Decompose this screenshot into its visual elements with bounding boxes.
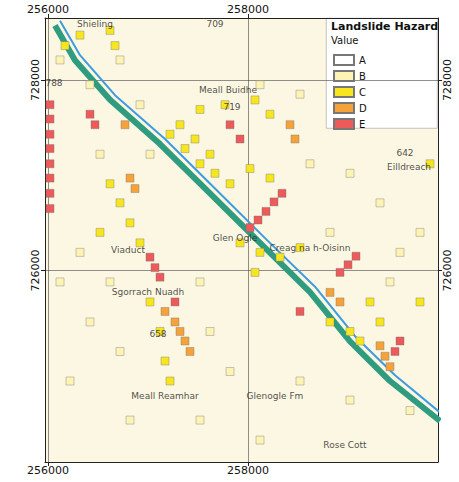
svg-text:Shieling: Shieling (77, 19, 113, 29)
svg-text:256000: 256000 (27, 3, 69, 16)
svg-text:E: E (359, 119, 365, 130)
svg-text:258000: 258000 (227, 464, 269, 477)
svg-text:Glen Ogle: Glen Ogle (213, 233, 258, 243)
svg-text:728000: 728000 (29, 59, 42, 101)
svg-text:788: 788 (45, 78, 62, 88)
svg-text:Value: Value (331, 35, 358, 46)
svg-text:258000: 258000 (227, 3, 269, 16)
svg-text:719: 719 (223, 102, 240, 112)
svg-text:D: D (359, 103, 367, 114)
svg-text:B: B (359, 71, 366, 82)
svg-text:Sgorrach Nuadh: Sgorrach Nuadh (112, 287, 185, 297)
svg-text:642: 642 (396, 148, 413, 158)
svg-text:726000: 726000 (441, 249, 454, 291)
svg-text:Viaduct: Viaduct (111, 245, 145, 255)
svg-text:A: A (359, 55, 366, 66)
svg-text:Creag na h-Oisinn: Creag na h-Oisinn (270, 243, 351, 253)
svg-text:256000: 256000 (27, 464, 69, 477)
svg-text:Meall Buidhe: Meall Buidhe (199, 85, 257, 95)
svg-text:658: 658 (149, 329, 166, 339)
svg-text:Eilldreach: Eilldreach (387, 162, 431, 172)
svg-text:728000: 728000 (441, 59, 454, 101)
svg-text:Meall Reamhar: Meall Reamhar (131, 391, 199, 401)
svg-text:Rose Cott: Rose Cott (323, 440, 367, 450)
svg-text:C: C (359, 87, 366, 98)
svg-text:726000: 726000 (29, 249, 42, 291)
svg-text:Glenogle Fm: Glenogle Fm (247, 391, 304, 401)
svg-text:709: 709 (206, 19, 223, 29)
svg-text:Landslide Hazard: Landslide Hazard (331, 20, 438, 33)
